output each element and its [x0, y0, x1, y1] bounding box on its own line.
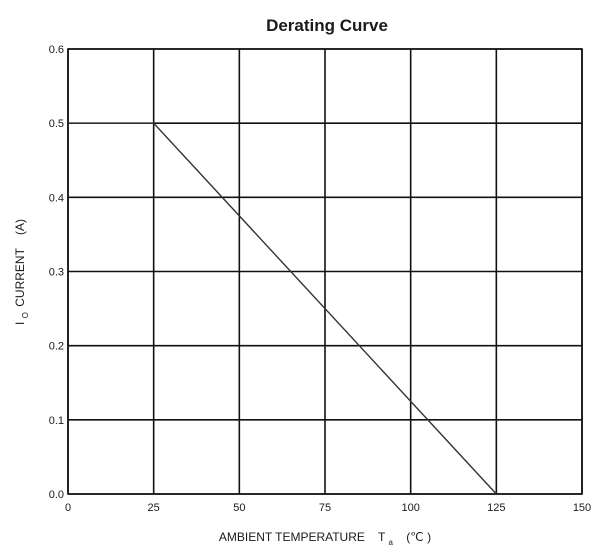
y-tick-label: 0.6: [49, 44, 64, 56]
y-axis-label-main: CURRENT: [13, 247, 27, 306]
y-tick-label: 0.4: [49, 192, 64, 204]
y-axis-label-unit: (A): [13, 219, 27, 235]
x-axis-label-main: AMBIENT TEMPERATURE: [219, 530, 365, 544]
y-axis-label-symbol: I: [13, 322, 27, 325]
y-tick-label: 0.2: [49, 341, 64, 353]
x-axis-label-subscript: a: [389, 538, 394, 547]
y-axis-label-subscript: O: [21, 312, 30, 318]
y-tick-label: 0.1: [49, 415, 64, 427]
y-tick-label: 0.5: [49, 118, 64, 130]
plot-frame: [67, 48, 583, 495]
y-tick-label: 0.0: [49, 489, 64, 501]
x-axis-label: AMBIENT TEMPERATURE T a (℃ ): [219, 530, 431, 548]
x-axis-label-symbol: T: [378, 530, 386, 544]
x-tick-label: 25: [148, 502, 160, 514]
grid: [67, 48, 583, 495]
y-tick-label: 0.3: [49, 267, 64, 279]
x-tick-label: 125: [487, 502, 505, 514]
x-tick-label: 100: [401, 502, 419, 514]
x-tick-label: 0: [65, 502, 71, 514]
y-tick-labels: 0.0 0.1 0.2 0.3 0.4 0.5 0.6: [49, 44, 64, 501]
x-tick-labels: 0 25 50 75 100 125 150: [65, 502, 591, 514]
x-tick-label: 150: [573, 502, 591, 514]
derating-line: [68, 122, 497, 495]
x-tick-label: 75: [319, 502, 331, 514]
chart-title: Derating Curve: [266, 16, 388, 35]
y-axis-label: I O CURRENT (A): [13, 219, 31, 325]
x-tick-label: 50: [233, 502, 245, 514]
x-axis-label-unit: (℃ ): [406, 530, 431, 544]
series-layer: [68, 122, 497, 495]
